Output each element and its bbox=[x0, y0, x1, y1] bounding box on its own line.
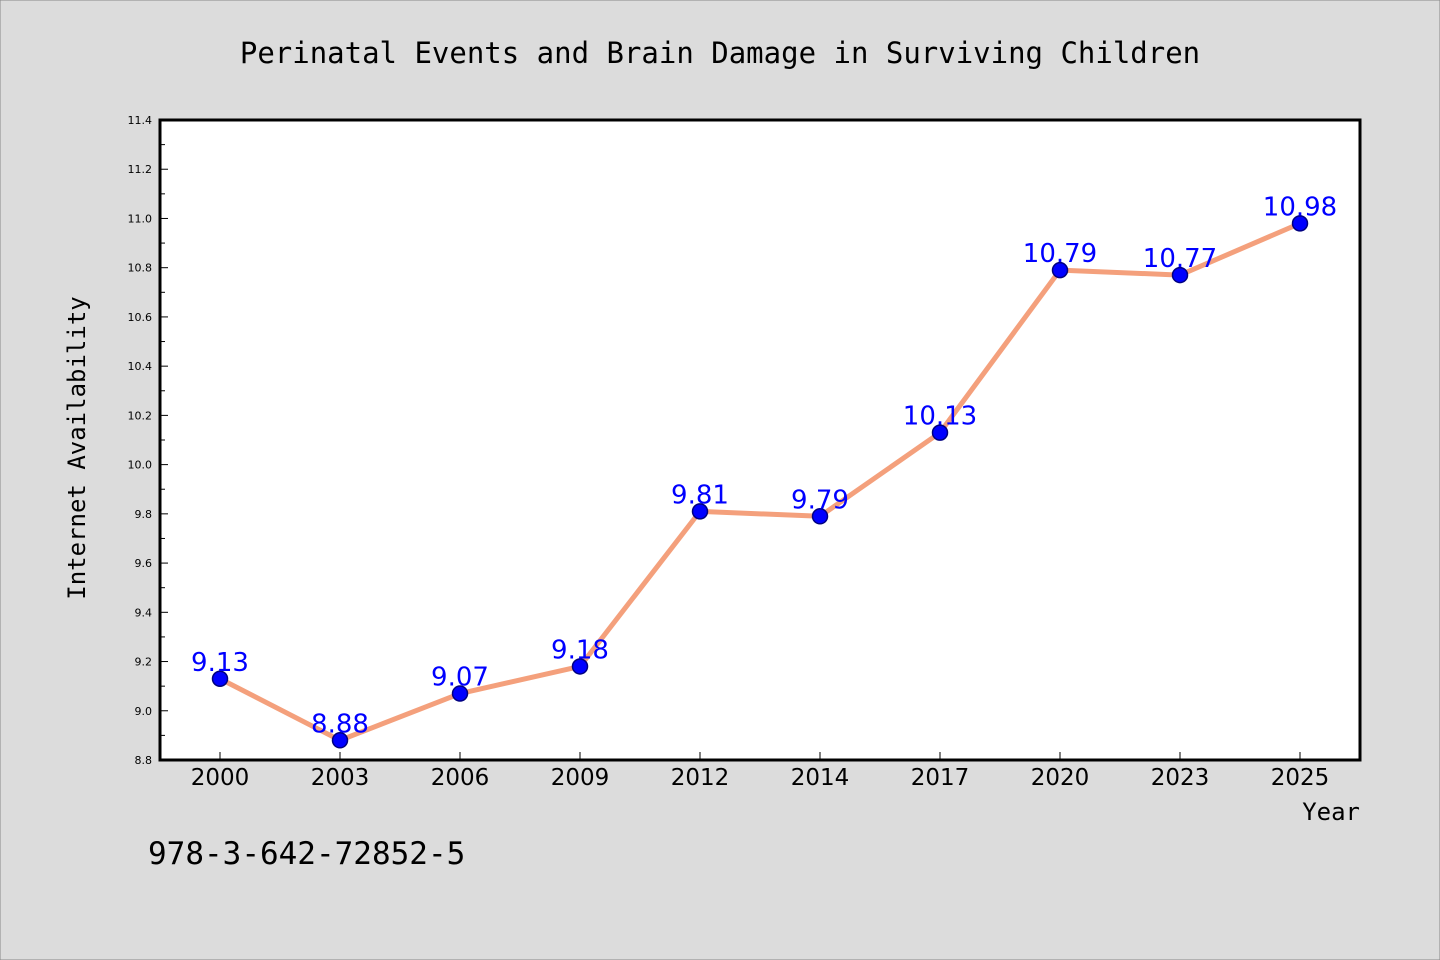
y-tick-label: 8.8 bbox=[135, 754, 153, 767]
series-group: 9.13 8.88 9.07 9.18 9.81 9.79 10.13 10.79 10.77 1… bbox=[191, 192, 1337, 749]
x-tick-label: 2014 bbox=[791, 765, 850, 791]
data-label: 9.81 bbox=[671, 480, 729, 510]
y-tick-label: 10.8 bbox=[128, 262, 153, 275]
series-line bbox=[217, 220, 1303, 743]
data-label: 9.79 bbox=[791, 485, 849, 515]
plot-area bbox=[160, 120, 1360, 760]
data-point bbox=[451, 685, 469, 702]
data-label: 10.77 bbox=[1143, 244, 1217, 274]
chart-title: Perinatal Events and Brain Damage in Sur… bbox=[240, 36, 1200, 70]
data-point bbox=[571, 658, 589, 675]
data-label: 9.07 bbox=[431, 663, 489, 693]
data-point bbox=[691, 503, 709, 520]
data-point bbox=[1171, 266, 1189, 284]
x-tick-label: 2012 bbox=[671, 765, 730, 791]
x-tick-label: 2003 bbox=[311, 765, 370, 791]
data-point bbox=[211, 670, 229, 688]
y-tick-label: 10.6 bbox=[128, 311, 153, 324]
x-axis-title: Year bbox=[1302, 798, 1360, 826]
data-label: 10.79 bbox=[1023, 239, 1097, 269]
plot-frame bbox=[158, 118, 1362, 762]
data-label: 10.13 bbox=[903, 402, 977, 432]
data-point bbox=[331, 732, 349, 749]
data-point bbox=[811, 508, 829, 525]
x-tick-label: 2006 bbox=[431, 765, 490, 791]
y-tick-label: 10.0 bbox=[128, 459, 153, 472]
y-tick-label: 9.6 bbox=[135, 557, 153, 570]
x-axis-ticks: 2000 2003 2006 2009 2012 2014 2017 2020 2023 2025 bbox=[191, 752, 1330, 791]
x-tick-label: 2000 bbox=[191, 765, 250, 791]
data-label: 9.13 bbox=[191, 648, 249, 678]
x-tick-label: 2009 bbox=[551, 765, 610, 791]
x-tick-label: 2017 bbox=[911, 765, 970, 791]
y-tick-label: 9.4 bbox=[135, 606, 153, 619]
x-tick-label: 2020 bbox=[1031, 765, 1090, 791]
y-tick-label: 10.2 bbox=[128, 409, 153, 422]
x-tick-label: 2025 bbox=[1271, 765, 1330, 791]
y-tick-label: 11.2 bbox=[128, 163, 153, 176]
y-tick-label: 11.4 bbox=[128, 114, 153, 127]
data-point bbox=[931, 424, 949, 441]
y-tick-label: 10.4 bbox=[128, 360, 153, 373]
x-tick-label: 2023 bbox=[1151, 765, 1210, 791]
data-point bbox=[1291, 215, 1309, 232]
data-label: 9.18 bbox=[551, 635, 609, 665]
footer-note: 978-3-642-72852-5 bbox=[148, 836, 465, 872]
y-tick-label: 9.0 bbox=[135, 705, 153, 718]
y-axis-ticks: 8.8 9.0 9.2 9.4 9.6 9.8 10.0 10.2 10.4 10.6 10.8 11… bbox=[128, 114, 168, 767]
data-label: 10.98 bbox=[1263, 192, 1337, 222]
y-tick-label: 9.2 bbox=[135, 656, 153, 669]
data-label: 8.88 bbox=[311, 709, 369, 739]
y-tick-label: 11.0 bbox=[128, 212, 153, 225]
data-point bbox=[1051, 261, 1069, 279]
y-axis-title: Internet Availability bbox=[63, 296, 91, 599]
y-tick-label: 9.8 bbox=[135, 508, 153, 521]
